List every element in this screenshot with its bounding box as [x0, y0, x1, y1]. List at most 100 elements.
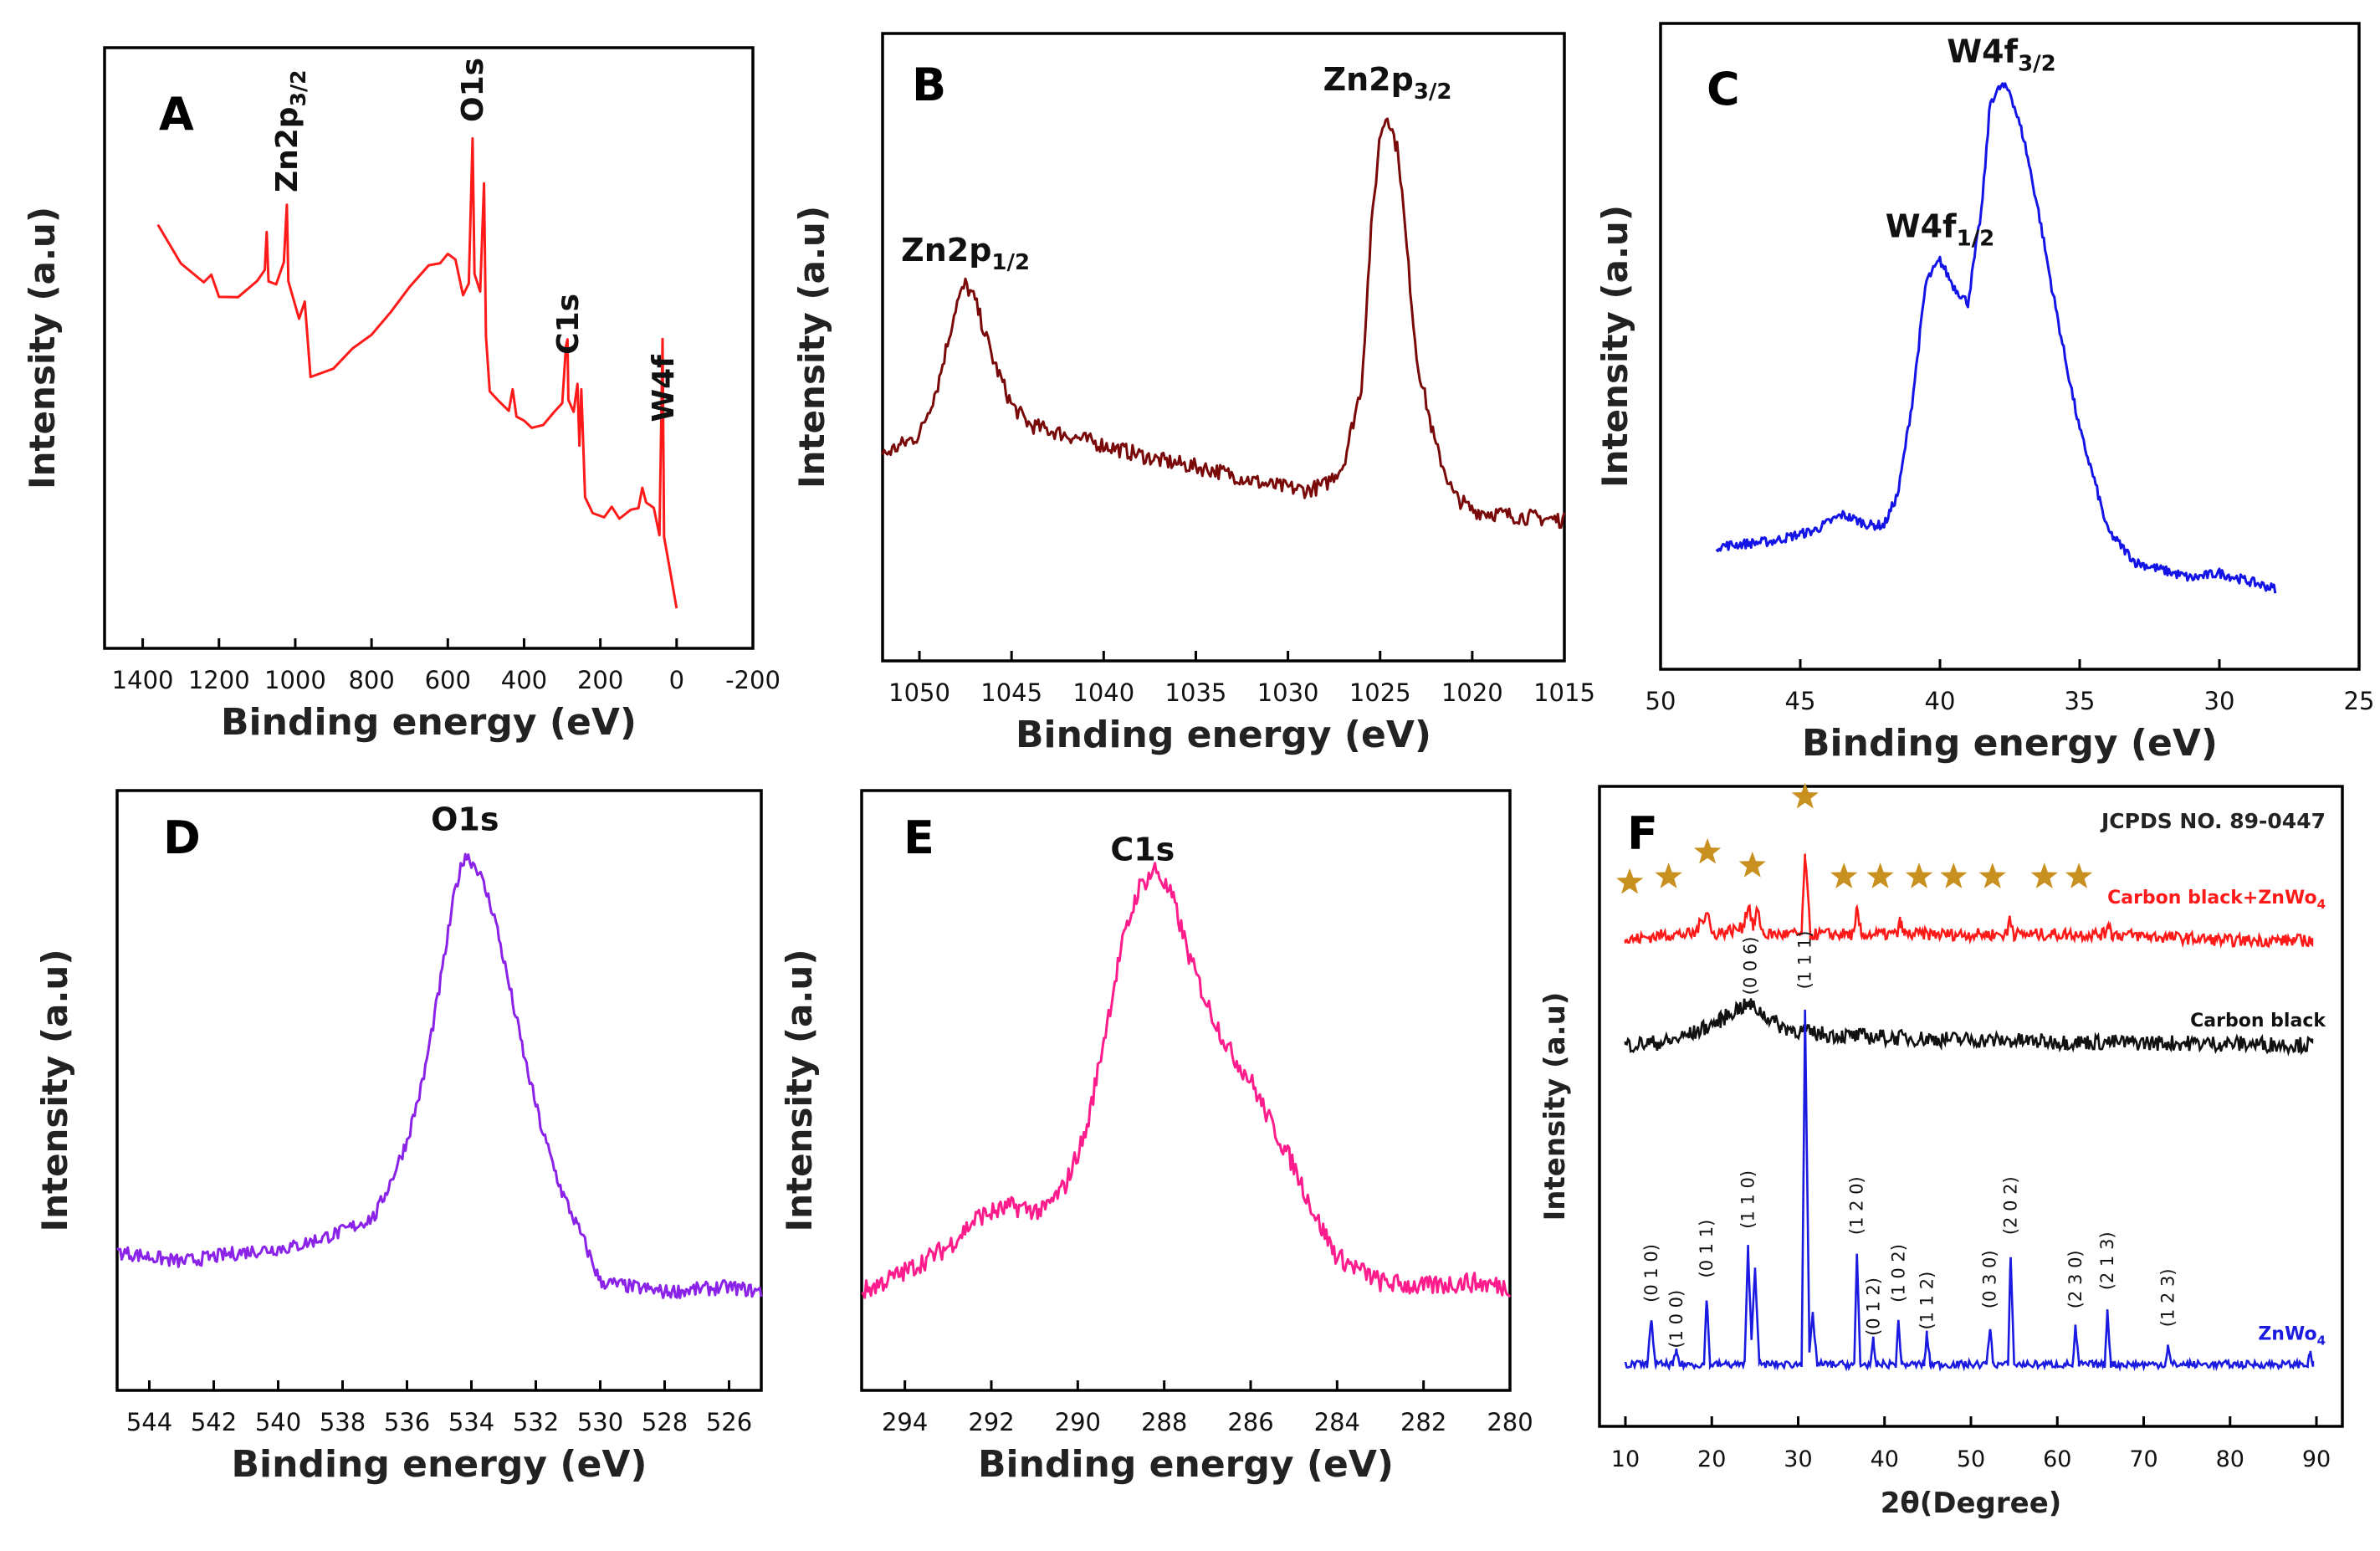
xrd-series-line — [1624, 853, 2314, 949]
x-tick-label: 1050 — [888, 678, 950, 707]
star-marker — [1866, 863, 1894, 888]
x-tick-label: 1015 — [1533, 678, 1595, 707]
y-axis-label: Intensity (a.u) — [779, 949, 820, 1231]
x-tick-label: 1200 — [188, 666, 250, 694]
peak-annotation: C1s — [551, 294, 586, 355]
hkl-label: (1 0 0) — [1666, 1290, 1686, 1349]
peak-annotation: W4f1/2 — [1886, 207, 1995, 251]
panel-d: 544 542 540 538 536 534 532 530 528 526 Binding en… — [34, 789, 763, 1486]
x-tick-label: 1020 — [1441, 678, 1503, 707]
peak-annotation: O1s — [456, 58, 490, 122]
panel-letter-e: E — [903, 811, 934, 864]
x-tick-label: 35 — [2065, 687, 2096, 715]
x-tick-label: 542 — [191, 1408, 237, 1436]
panel-c: 50 45 40 35 30 25 Binding energy (eV) Intensity… — [1594, 22, 2375, 765]
star-marker — [1655, 863, 1682, 888]
star-marker — [1830, 863, 1858, 888]
hkl-label: (2 0 2) — [2000, 1176, 2020, 1235]
y-axis-label: Intensity (a.u) — [34, 949, 75, 1231]
x-tick-label: 532 — [513, 1408, 559, 1436]
x-tick-label: 288 — [1141, 1408, 1187, 1436]
hkl-label: (1 2 3) — [2157, 1268, 2178, 1327]
spectrum-line — [115, 852, 763, 1299]
star-marker — [1905, 863, 1933, 888]
x-axis-label: Binding energy (eV) — [232, 1443, 647, 1486]
peak-annotation: Zn2p3/2 — [270, 70, 310, 192]
x-tick-label: 90 — [2302, 1446, 2331, 1472]
x-tick-label: -200 — [725, 666, 781, 694]
star-marker — [1978, 863, 2006, 888]
hkl-label: (0 1 2) — [1863, 1277, 1883, 1336]
star-marker — [1791, 782, 1819, 809]
peak-annotation: O1s — [431, 801, 499, 837]
star-marker — [1738, 851, 1766, 878]
x-tick-label: 600 — [425, 666, 471, 694]
series-label: ZnWo4 — [2258, 1324, 2326, 1349]
y-axis-label: Intensity (a.u) — [1538, 992, 1572, 1221]
x-tick-label: 1040 — [1072, 678, 1134, 707]
hkl-label: (0 0 6) — [1741, 936, 1761, 995]
y-axis-label: Intensity (a.u) — [22, 207, 63, 489]
x-tick-label: 1035 — [1165, 678, 1227, 707]
panel-c-frame — [1659, 22, 2361, 671]
spectrum-line — [156, 137, 678, 609]
x-tick-label: 292 — [968, 1408, 1014, 1436]
hkl-label: (0 3 0) — [1980, 1250, 2000, 1308]
panel-e: 294 292 290 288 286 284 282 280 Binding energy (… — [779, 789, 1533, 1486]
spectrum-line — [1715, 82, 2277, 594]
x-tick-label: 800 — [348, 666, 394, 694]
x-axis-label: Binding energy (eV) — [1016, 714, 1431, 756]
x-axis-label: 2θ(Degree) — [1881, 1487, 2062, 1520]
panel-letter-a: A — [159, 88, 194, 141]
hkl-label: (1 1 0) — [1738, 1170, 1758, 1229]
star-marker — [1940, 863, 1968, 888]
xrd-series-line — [1624, 1009, 2315, 1372]
x-axis-label: Binding energy (eV) — [1802, 722, 2218, 765]
x-tick-label: 40 — [1925, 687, 1956, 715]
x-tick-label: 80 — [2216, 1446, 2244, 1472]
x-tick-label: 400 — [501, 666, 547, 694]
x-tick-label: 544 — [126, 1408, 172, 1436]
star-marker — [1693, 837, 1722, 864]
panel-b-frame — [881, 32, 1566, 663]
x-tick-label: 40 — [1871, 1446, 1899, 1472]
x-tick-label: 282 — [1400, 1408, 1446, 1436]
peak-annotation: W4f3/2 — [1947, 33, 2056, 76]
star-marker — [1616, 868, 1644, 894]
jcpds-label: JCPDS NO. 89-0447 — [2100, 809, 2326, 833]
x-tick-label: 45 — [1785, 687, 1816, 715]
x-tick-label: 50 — [1646, 687, 1676, 715]
hkl-label: (2 3 0) — [2065, 1250, 2086, 1308]
hkl-label: (0 1 1) — [1697, 1220, 1717, 1278]
hkl-label: (1 1 1) — [1795, 930, 1815, 989]
x-tick-label: 10 — [1611, 1446, 1640, 1472]
hkl-label: (1 1 2) — [1917, 1272, 1937, 1330]
xrd-series-line — [1624, 998, 2314, 1057]
x-tick-label: 530 — [577, 1408, 623, 1436]
panel-letter-d: D — [163, 811, 201, 864]
spectrum-line — [861, 862, 1512, 1299]
peak-annotation: C1s — [1110, 832, 1175, 868]
panel-letter-f: F — [1627, 807, 1658, 860]
x-tick-label: 284 — [1314, 1408, 1360, 1436]
panel-e-frame — [860, 789, 1512, 1392]
panel-letter-c: C — [1707, 63, 1740, 115]
x-tick-label: 20 — [1697, 1446, 1726, 1472]
x-tick-label: 294 — [882, 1408, 928, 1436]
x-tick-label: 25 — [2344, 687, 2375, 715]
x-tick-label: 540 — [255, 1408, 301, 1436]
panel-f: 10 20 30 40 50 60 70 80 90 2θ(Degree) Intensity (a… — [1538, 782, 2344, 1520]
x-tick-label: 1000 — [264, 666, 326, 694]
x-tick-label: 30 — [2204, 687, 2235, 715]
series-label: Carbon black — [2190, 1011, 2326, 1031]
peak-annotation: W4f — [647, 355, 681, 422]
x-tick-label: 0 — [669, 666, 684, 694]
series-label: Carbon black+ZnWo4 — [2107, 888, 2326, 912]
x-tick-label: 286 — [1227, 1408, 1273, 1436]
x-tick-label: 70 — [2129, 1446, 2157, 1472]
panel-f-frame — [1598, 785, 2344, 1428]
hkl-label: (0 1 0) — [1641, 1244, 1661, 1303]
star-marker — [2065, 863, 2093, 888]
x-tick-label: 536 — [384, 1408, 430, 1436]
